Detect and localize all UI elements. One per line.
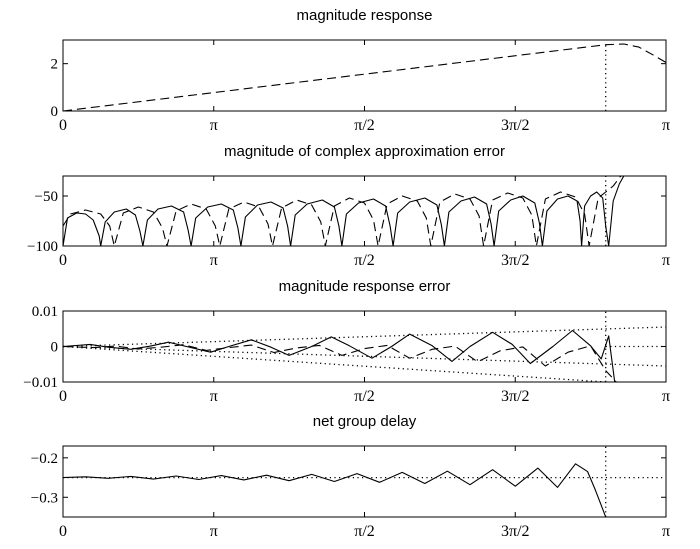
x-tick-label: π — [210, 523, 218, 540]
x-tick-label: π — [210, 117, 218, 134]
x-tick-label: π/2 — [354, 252, 375, 269]
subplot-2: magnitude of complex approximation error… — [27, 143, 670, 269]
x-tick-label: 3π/2 — [501, 523, 530, 540]
subplot-4: net group delay 0 π π/2 3π/2 π −0.3 −0.2 — [31, 413, 670, 540]
y-tick-label: −0.01 — [23, 375, 58, 391]
subplot-4-frame — [62, 445, 667, 518]
y-tick-label: 0 — [51, 104, 59, 120]
x-tick-label: π — [662, 388, 670, 405]
subplot-2-series-1-solid — [63, 176, 625, 246]
subplot-3-series-3-dotted — [63, 326, 666, 348]
subplot-3-frame — [62, 310, 667, 383]
x-tick-label: π/2 — [354, 523, 375, 540]
subplot-2-frame — [62, 175, 667, 247]
x-tick-label: 0 — [59, 523, 67, 540]
subplot-2-title: magnitude of complex approximation error — [224, 143, 505, 160]
x-tick-label: π/2 — [354, 388, 375, 405]
x-tick-label: 0 — [59, 388, 67, 405]
subplot-1-series-1-dashed — [63, 43, 666, 111]
x-tick-label: π — [662, 117, 670, 134]
subplot-1-title: magnitude response — [297, 7, 433, 24]
x-tick-label: π — [662, 523, 670, 540]
x-tick-label: π/2 — [354, 117, 375, 134]
subplot-3-series-1-solid — [63, 329, 616, 382]
y-tick-label: −0.2 — [31, 451, 58, 467]
subplot-1: magnitude response 0 π π/2 3π/2 π 0 2 — [51, 7, 671, 134]
subplot-3-title: magnitude response error — [279, 278, 451, 295]
x-tick-label: 3π/2 — [501, 388, 530, 405]
x-tick-label: π — [210, 252, 218, 269]
y-tick-label: −50 — [35, 189, 58, 205]
x-tick-label: π — [210, 388, 218, 405]
x-tick-label: 0 — [59, 117, 67, 134]
subplot-4-series-1-solid — [63, 463, 607, 517]
subplot-3-series-2-dashed — [63, 344, 617, 382]
y-tick-label: 0.01 — [32, 304, 58, 320]
y-tick-label: −100 — [27, 239, 58, 255]
y-tick-label: −0.3 — [31, 490, 58, 506]
x-tick-label: 3π/2 — [501, 117, 530, 134]
subplot-3-series-5-dotted — [63, 345, 606, 382]
subplot-3-series-4-dotted — [63, 345, 666, 367]
y-tick-label: 0 — [51, 340, 59, 356]
x-tick-label: 0 — [59, 252, 67, 269]
x-tick-label: 3π/2 — [501, 252, 530, 269]
x-tick-label: π — [662, 252, 670, 269]
subplot-2-series-2-dashed — [63, 176, 622, 246]
y-tick-label: 2 — [51, 57, 59, 73]
subplot-4-title: net group delay — [313, 413, 417, 430]
